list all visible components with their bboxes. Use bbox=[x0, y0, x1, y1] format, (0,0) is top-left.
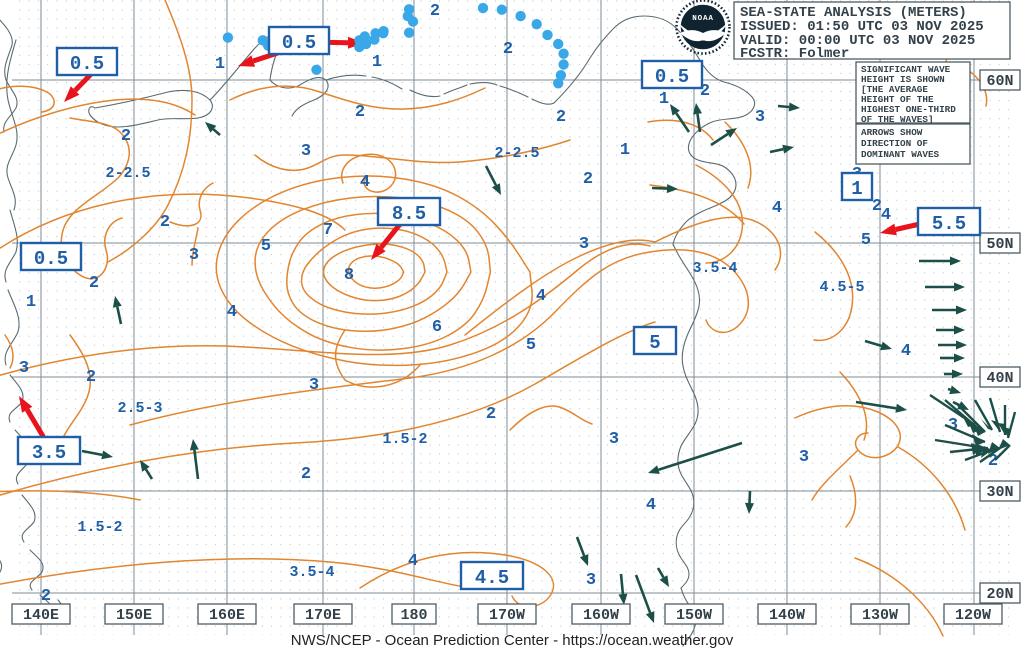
svg-text:2: 2 bbox=[41, 587, 51, 606]
svg-text:3: 3 bbox=[609, 430, 619, 449]
svg-text:NWS/NCEP - Ocean Prediction Ce: NWS/NCEP - Ocean Prediction Center - htt… bbox=[291, 632, 734, 649]
svg-text:30N: 30N bbox=[986, 484, 1013, 501]
svg-text:0.5: 0.5 bbox=[282, 32, 316, 54]
svg-text:1: 1 bbox=[851, 178, 862, 200]
svg-text:3: 3 bbox=[586, 571, 596, 590]
svg-text:2: 2 bbox=[556, 108, 566, 127]
svg-text:1: 1 bbox=[659, 90, 669, 109]
svg-text:1: 1 bbox=[26, 293, 36, 312]
svg-text:60N: 60N bbox=[986, 73, 1013, 90]
svg-text:4.5-5: 4.5-5 bbox=[819, 279, 864, 296]
svg-text:0.5: 0.5 bbox=[70, 53, 104, 75]
svg-text:ARROWS SHOW: ARROWS SHOW bbox=[861, 127, 923, 138]
svg-text:7: 7 bbox=[323, 221, 333, 240]
svg-text:DOMINANT WAVES: DOMINANT WAVES bbox=[861, 149, 940, 160]
svg-text:4: 4 bbox=[536, 287, 546, 306]
svg-text:1: 1 bbox=[620, 141, 630, 160]
svg-text:3: 3 bbox=[309, 376, 319, 395]
svg-text:2: 2 bbox=[583, 170, 593, 189]
svg-text:150E: 150E bbox=[116, 607, 152, 624]
svg-text:2: 2 bbox=[503, 40, 513, 59]
svg-text:3: 3 bbox=[301, 142, 311, 161]
svg-text:NOAA: NOAA bbox=[692, 15, 713, 23]
svg-text:20N: 20N bbox=[986, 586, 1013, 603]
svg-text:4: 4 bbox=[772, 199, 782, 218]
svg-text:5: 5 bbox=[526, 336, 536, 355]
svg-text:8.5: 8.5 bbox=[392, 203, 426, 225]
svg-text:4: 4 bbox=[901, 342, 911, 361]
svg-text:1: 1 bbox=[372, 53, 382, 72]
svg-text:150W: 150W bbox=[676, 607, 712, 624]
svg-text:3: 3 bbox=[799, 448, 809, 467]
svg-text:2: 2 bbox=[430, 2, 440, 21]
svg-text:3.5: 3.5 bbox=[32, 442, 66, 464]
svg-text:2: 2 bbox=[355, 103, 365, 122]
svg-text:4: 4 bbox=[646, 496, 656, 515]
svg-text:1.5-2: 1.5-2 bbox=[382, 431, 427, 448]
svg-text:5: 5 bbox=[861, 231, 871, 250]
svg-text:3: 3 bbox=[579, 235, 589, 254]
svg-text:4: 4 bbox=[227, 303, 237, 322]
svg-text:50N: 50N bbox=[986, 236, 1013, 253]
svg-text:5: 5 bbox=[649, 332, 660, 354]
svg-text:160W: 160W bbox=[583, 607, 619, 624]
svg-text:1: 1 bbox=[215, 55, 225, 74]
svg-text:4: 4 bbox=[881, 206, 891, 225]
svg-text:2: 2 bbox=[160, 213, 170, 232]
svg-text:140W: 140W bbox=[769, 607, 805, 624]
svg-text:40N: 40N bbox=[986, 370, 1013, 387]
svg-text:170E: 170E bbox=[305, 607, 341, 624]
svg-text:0.5: 0.5 bbox=[655, 66, 689, 88]
svg-text:2: 2 bbox=[486, 405, 496, 424]
svg-text:1.5-2: 1.5-2 bbox=[77, 519, 122, 536]
svg-text:170W: 170W bbox=[489, 607, 525, 624]
svg-text:3: 3 bbox=[948, 416, 958, 435]
svg-text:2: 2 bbox=[89, 274, 99, 293]
svg-text:2.5-3: 2.5-3 bbox=[117, 400, 162, 417]
svg-text:2: 2 bbox=[301, 465, 311, 484]
svg-text:3: 3 bbox=[19, 359, 29, 378]
svg-text:5: 5 bbox=[261, 237, 271, 256]
svg-text:4: 4 bbox=[360, 173, 370, 192]
svg-text:4.5: 4.5 bbox=[475, 567, 509, 589]
svg-text:3: 3 bbox=[755, 108, 765, 127]
svg-text:8: 8 bbox=[344, 266, 354, 285]
svg-text:3.5-4: 3.5-4 bbox=[289, 564, 334, 581]
svg-text:OF THE WAVES]: OF THE WAVES] bbox=[861, 114, 934, 125]
svg-text:5.5: 5.5 bbox=[932, 213, 966, 235]
svg-text:2: 2 bbox=[86, 368, 96, 387]
svg-text:120W: 120W bbox=[955, 607, 991, 624]
svg-text:160E: 160E bbox=[209, 607, 245, 624]
svg-text:FCSTR: Folmer: FCSTR: Folmer bbox=[740, 46, 849, 62]
svg-text:0.5: 0.5 bbox=[34, 248, 68, 270]
svg-text:130W: 130W bbox=[862, 607, 898, 624]
svg-text:2-2.5: 2-2.5 bbox=[494, 145, 539, 162]
svg-text:140E: 140E bbox=[23, 607, 59, 624]
svg-text:180: 180 bbox=[400, 607, 427, 624]
svg-text:DIRECTION OF: DIRECTION OF bbox=[861, 138, 928, 149]
svg-text:3: 3 bbox=[189, 246, 199, 265]
svg-text:3.5-4: 3.5-4 bbox=[692, 260, 737, 277]
svg-text:6: 6 bbox=[432, 318, 442, 337]
svg-text:2-2.5: 2-2.5 bbox=[105, 165, 150, 182]
svg-text:4: 4 bbox=[408, 552, 418, 571]
svg-text:2: 2 bbox=[121, 127, 131, 146]
